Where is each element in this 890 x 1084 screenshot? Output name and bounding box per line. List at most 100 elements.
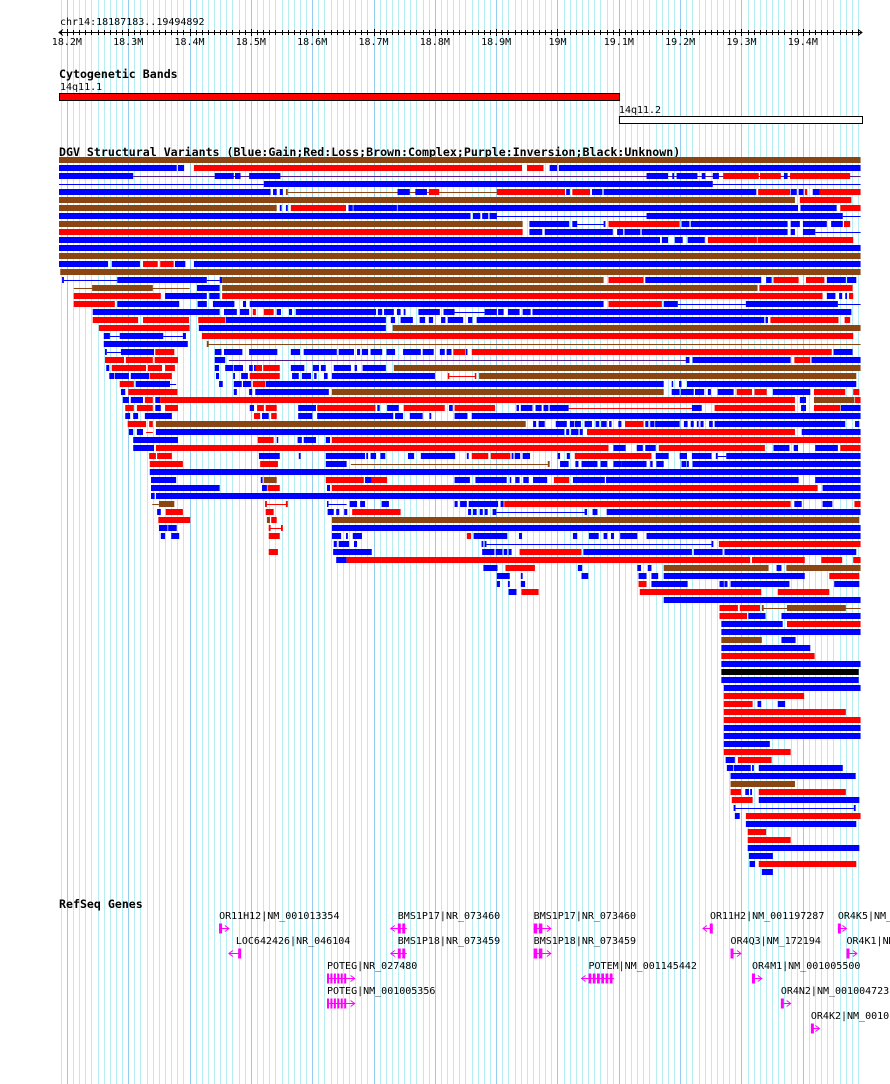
gain-variant[interactable] — [59, 245, 861, 251]
gain-variant[interactable] — [730, 773, 856, 779]
gain-variant[interactable] — [711, 541, 714, 547]
gain-variant[interactable] — [522, 453, 531, 459]
loss-variant[interactable] — [721, 653, 815, 659]
gain-variant[interactable] — [298, 453, 301, 459]
loss-variant[interactable] — [59, 229, 523, 235]
gain-variant[interactable] — [174, 261, 186, 267]
gain-variant[interactable] — [560, 461, 569, 467]
gain-variant[interactable] — [726, 453, 861, 459]
loss-variant[interactable] — [268, 533, 280, 539]
loss-variant[interactable] — [371, 477, 388, 483]
gain-variant[interactable] — [794, 501, 802, 507]
gain-variant[interactable] — [606, 477, 799, 483]
gain-variant[interactable] — [801, 429, 861, 435]
gain-variant[interactable] — [214, 365, 220, 371]
gain-variant[interactable] — [120, 389, 126, 395]
gene-label[interactable]: POTEM|NM_001145442 — [589, 961, 697, 972]
loss-variant[interactable] — [745, 813, 861, 819]
gain-variant[interactable] — [331, 533, 342, 539]
complex-variant[interactable] — [263, 477, 277, 483]
gain-variant[interactable] — [583, 549, 692, 555]
gain-variant[interactable] — [386, 349, 396, 355]
gene-label[interactable]: BMS1P17|NR_073460 — [534, 911, 636, 922]
loss-variant[interactable] — [193, 165, 523, 171]
position-ruler[interactable]: 18.2M 18.3M 18.4M 18.5M 18.6M 18.7M 18.8M 18.9M… — [52, 29, 863, 48]
gain-variant[interactable] — [845, 293, 848, 299]
gain-variant[interactable] — [721, 629, 861, 635]
gain-variant[interactable] — [225, 317, 386, 323]
gain-variant[interactable] — [690, 221, 788, 227]
loss-variant[interactable] — [574, 453, 652, 459]
gain-variant[interactable] — [569, 421, 575, 427]
gene-label[interactable]: POTEG|NR_027480 — [327, 961, 417, 972]
gain-variant[interactable] — [128, 429, 134, 435]
gain-variant[interactable] — [681, 461, 687, 467]
gain-variant[interactable] — [584, 421, 592, 427]
loss-variant[interactable] — [255, 365, 262, 371]
loss-variant[interactable] — [466, 533, 472, 539]
loss-variant[interactable] — [805, 277, 825, 283]
gain-variant[interactable] — [603, 189, 757, 195]
gain-variant[interactable] — [171, 533, 180, 539]
gain-variant[interactable] — [59, 237, 661, 243]
gain-variant[interactable] — [209, 293, 220, 299]
gain-variant[interactable] — [500, 501, 504, 507]
gain-variant[interactable] — [745, 789, 749, 795]
gain-variant[interactable] — [273, 189, 277, 195]
loss-variant[interactable] — [840, 445, 861, 451]
gain-variant[interactable] — [122, 397, 129, 403]
gain-variant[interactable] — [249, 365, 253, 371]
gene-feature[interactable]: OR11H2|NM_001197287 — [702, 911, 824, 934]
gene-label[interactable]: BMS1P18|NR_073459 — [398, 936, 500, 947]
gain-variant[interactable] — [422, 349, 434, 355]
gain-variant[interactable] — [473, 533, 508, 539]
gain-variant[interactable] — [584, 509, 588, 515]
loss-variant[interactable] — [260, 461, 278, 467]
gain-variant[interactable] — [723, 685, 861, 691]
gain-variant[interactable] — [773, 445, 790, 451]
complex-variant[interactable] — [59, 157, 861, 163]
gain-variant[interactable] — [544, 229, 613, 235]
gain-variant[interactable] — [613, 461, 622, 467]
gain-variant[interactable] — [650, 461, 653, 467]
gain-variant[interactable] — [489, 213, 497, 219]
cytoband-14q11.2[interactable] — [618, 116, 864, 124]
gain-variant[interactable] — [160, 533, 166, 539]
gain-variant[interactable] — [765, 317, 768, 323]
gain-variant[interactable] — [522, 309, 531, 315]
gain-variant[interactable] — [327, 485, 331, 491]
gain-variant[interactable] — [331, 525, 861, 531]
gain-variant[interactable] — [772, 389, 811, 395]
gain-variant[interactable] — [454, 501, 458, 507]
loss-variant[interactable] — [777, 589, 830, 595]
gain-variant[interactable] — [692, 357, 791, 363]
gain-variant[interactable] — [572, 533, 578, 539]
complex-variant[interactable] — [663, 565, 769, 571]
loss-variant[interactable] — [127, 421, 147, 427]
gene-label[interactable]: OR4M1|NM_001005500 — [752, 961, 860, 972]
gain-variant[interactable] — [717, 389, 734, 395]
gain-variant[interactable] — [651, 581, 688, 587]
gain-variant[interactable] — [106, 365, 110, 371]
gain-variant[interactable] — [403, 349, 421, 355]
gain-variant[interactable] — [799, 397, 806, 403]
gain-variant[interactable] — [157, 509, 161, 515]
gain-variant[interactable] — [135, 381, 171, 387]
gene-feature[interactable]: POTEG|NR_027480 — [327, 961, 417, 984]
loss-variant[interactable] — [854, 501, 861, 507]
gain-variant[interactable] — [687, 381, 857, 387]
loss-variant[interactable] — [474, 373, 477, 379]
complex-variant[interactable] — [92, 285, 153, 291]
gain-variant[interactable] — [249, 301, 604, 307]
gene-feature[interactable]: OR4N2|NM_001004723 — [780, 986, 889, 1009]
gain-variant[interactable] — [150, 477, 177, 483]
loss-variant[interactable] — [265, 509, 274, 515]
gain-variant[interactable] — [233, 381, 242, 387]
gain-variant[interactable] — [233, 373, 236, 379]
gain-variant[interactable] — [92, 309, 220, 315]
gain-variant[interactable] — [636, 445, 643, 451]
gain-variant[interactable] — [661, 237, 668, 243]
gain-variant[interactable] — [815, 477, 861, 483]
loss-variant[interactable] — [249, 373, 280, 379]
gain-variant[interactable] — [357, 349, 361, 355]
